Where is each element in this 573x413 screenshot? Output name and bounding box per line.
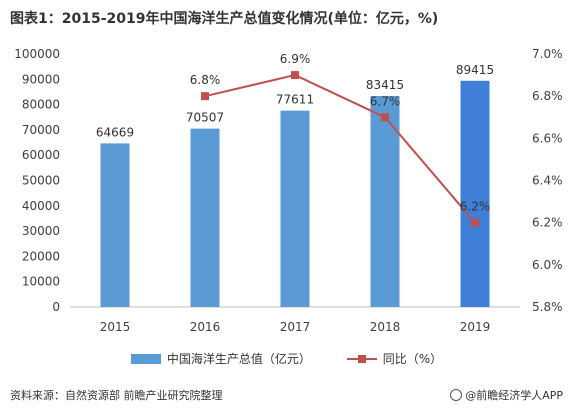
legend: 中国海洋生产总值（亿元） 同比（%） <box>0 350 573 367</box>
y-right-tick-label: 6.0% <box>532 258 563 272</box>
y-left-tick-label: 40000 <box>22 199 60 213</box>
growth-marker <box>381 113 389 122</box>
legend-item-line: 同比（%） <box>346 350 443 367</box>
x-tick-label: 2019 <box>460 320 491 334</box>
y-left-tick-label: 0 <box>52 300 60 314</box>
y-left-tick-label: 60000 <box>22 148 60 162</box>
bar <box>100 143 130 307</box>
bar-series <box>100 80 490 308</box>
legend-item-bar: 中国海洋生产总值（亿元） <box>130 350 311 367</box>
bar <box>370 95 400 307</box>
x-tick-label: 2015 <box>100 320 131 334</box>
y-right-tick-label: 6.4% <box>532 174 563 188</box>
y-left-tick-label: 50000 <box>22 174 60 188</box>
y-right-tick-label: 7.0% <box>532 47 563 61</box>
growth-marker <box>291 71 299 80</box>
x-tick-label: 2017 <box>280 320 311 334</box>
brand-label: @前瞻经济学人APP <box>465 389 563 402</box>
y-left-tick-label: 90000 <box>22 72 60 86</box>
y-right-tick-label: 6.6% <box>532 131 563 145</box>
brand-credit: @前瞻经济学人APP <box>450 387 563 403</box>
source-note: 资料来源：自然资源部 前瞻产业研究院整理 <box>10 389 223 402</box>
y-right-tick-label: 6.2% <box>532 216 563 230</box>
legend-line-swatch <box>346 354 377 364</box>
brand-logo-icon <box>450 389 463 401</box>
y-left-tick-label: 10000 <box>22 275 60 289</box>
y-left-tick-label: 80000 <box>22 98 60 112</box>
chart-title: 图表1：2015-2019年中国海洋生产总值变化情况(单位：亿元，%) <box>10 11 439 27</box>
growth-marker <box>201 92 209 101</box>
y-left-tick-label: 70000 <box>22 123 60 137</box>
bar-data-label: 89415 <box>456 63 494 77</box>
y-right-axis: 5.8% 6.0% 6.2% 6.4% 6.6% 6.8% 7.0% <box>532 47 563 314</box>
bar-data-labels: 64669 70507 77611 83415 89415 <box>96 63 494 140</box>
growth-line-series <box>201 71 479 227</box>
legend-line-label: 同比（%） <box>382 352 443 366</box>
x-tick-label: 2016 <box>190 320 221 334</box>
y-left-tick-label: 30000 <box>22 224 60 238</box>
y-left-tick-label: 100000 <box>14 47 60 61</box>
bar <box>190 128 220 307</box>
y-left-axis: 0 10000 20000 30000 40000 50000 60000 70000 8000… <box>14 47 60 314</box>
legend-bar-label: 中国海洋生产总值（亿元） <box>166 352 311 366</box>
growth-data-label: 6.7% <box>370 94 401 108</box>
growth-marker <box>471 218 479 227</box>
bar <box>280 110 310 308</box>
legend-bar-swatch <box>130 353 161 364</box>
bar-data-label: 70507 <box>186 111 224 125</box>
growth-line <box>204 74 476 224</box>
growth-data-label: 6.8% <box>190 73 221 87</box>
growth-data-labels: 6.8% 6.9% 6.7% 6.2% <box>190 52 491 214</box>
x-tick-label: 2018 <box>370 320 401 334</box>
bar-data-label: 64669 <box>96 125 134 139</box>
growth-data-label: 6.2% <box>460 200 491 214</box>
x-axis: 2015 2016 2017 2018 2019 <box>100 320 491 334</box>
growth-data-label: 6.9% <box>280 52 311 66</box>
bar-data-label: 77611 <box>276 93 314 107</box>
bar <box>460 80 490 307</box>
y-left-tick-label: 20000 <box>22 249 60 263</box>
y-right-tick-label: 5.8% <box>532 300 563 314</box>
bar-data-label: 83415 <box>366 78 404 92</box>
y-right-tick-label: 6.8% <box>532 89 563 103</box>
